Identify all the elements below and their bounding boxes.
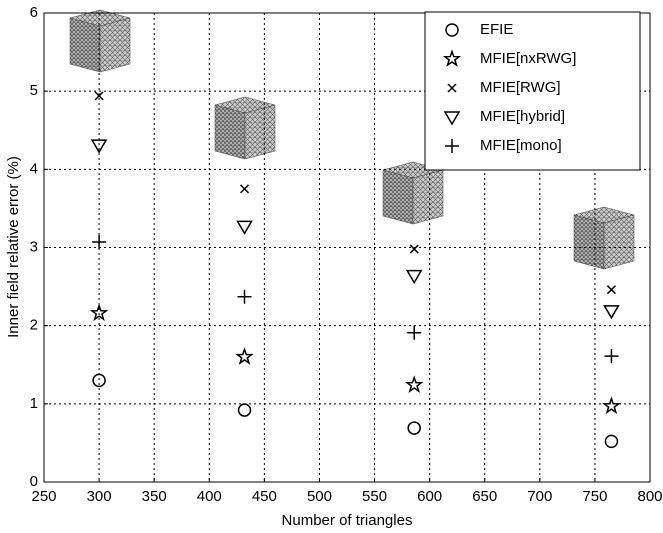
- y-tick-label: 1: [30, 395, 38, 412]
- data-point: [604, 306, 618, 318]
- data-point: [407, 326, 421, 340]
- data-point: [92, 140, 106, 152]
- x-tick-label: 600: [417, 488, 442, 505]
- x-tick-label: 700: [527, 488, 552, 505]
- cube-image: [70, 10, 130, 72]
- data-point: [408, 422, 420, 434]
- data-point: [410, 245, 418, 253]
- legend-label: EFIE: [480, 21, 513, 38]
- x-tick-label: 800: [637, 488, 662, 505]
- data-point: [604, 399, 618, 413]
- x-tick-label: 400: [197, 488, 222, 505]
- y-tick-label: 0: [30, 473, 38, 490]
- data-point: [407, 378, 421, 392]
- data-point: [238, 221, 252, 233]
- x-tick-label: 650: [472, 488, 497, 505]
- data-point: [605, 435, 617, 447]
- legend-label: MFIE[hybrid]: [480, 108, 565, 125]
- legend-label: MFIE[mono]: [480, 137, 562, 154]
- data-point: [237, 349, 251, 363]
- x-tick-label: 750: [582, 488, 607, 505]
- data-point: [239, 404, 251, 416]
- data-point: [607, 286, 615, 294]
- cube-image: [574, 207, 634, 269]
- x-axis-label: Number of triangles: [282, 512, 413, 529]
- cube-image: [383, 162, 443, 224]
- legend-label: MFIE[RWG]: [480, 79, 561, 96]
- y-tick-label: 3: [30, 238, 38, 255]
- y-tick-label: 4: [30, 160, 38, 177]
- x-tick-label: 300: [87, 488, 112, 505]
- data-point: [604, 349, 618, 363]
- y-tick-label: 2: [30, 317, 38, 334]
- data-point: [241, 185, 249, 193]
- x-tick-label: 350: [142, 488, 167, 505]
- data-point: [92, 235, 106, 249]
- legend-label: MFIE[nxRWG]: [480, 50, 576, 67]
- data-point: [238, 290, 252, 304]
- x-tick-label: 550: [362, 488, 387, 505]
- x-tick-label: 450: [252, 488, 277, 505]
- data-point: [92, 306, 106, 320]
- y-tick-label: 5: [30, 82, 38, 99]
- y-tick-label: 6: [30, 4, 38, 21]
- chart: Number of triangles Inner field relative…: [0, 0, 663, 533]
- data-point: [407, 271, 421, 283]
- x-tick-label: 500: [307, 488, 332, 505]
- cube-image: [215, 97, 275, 159]
- y-axis-label: Inner field relative error (%): [5, 156, 22, 338]
- x-tick-label: 250: [31, 488, 56, 505]
